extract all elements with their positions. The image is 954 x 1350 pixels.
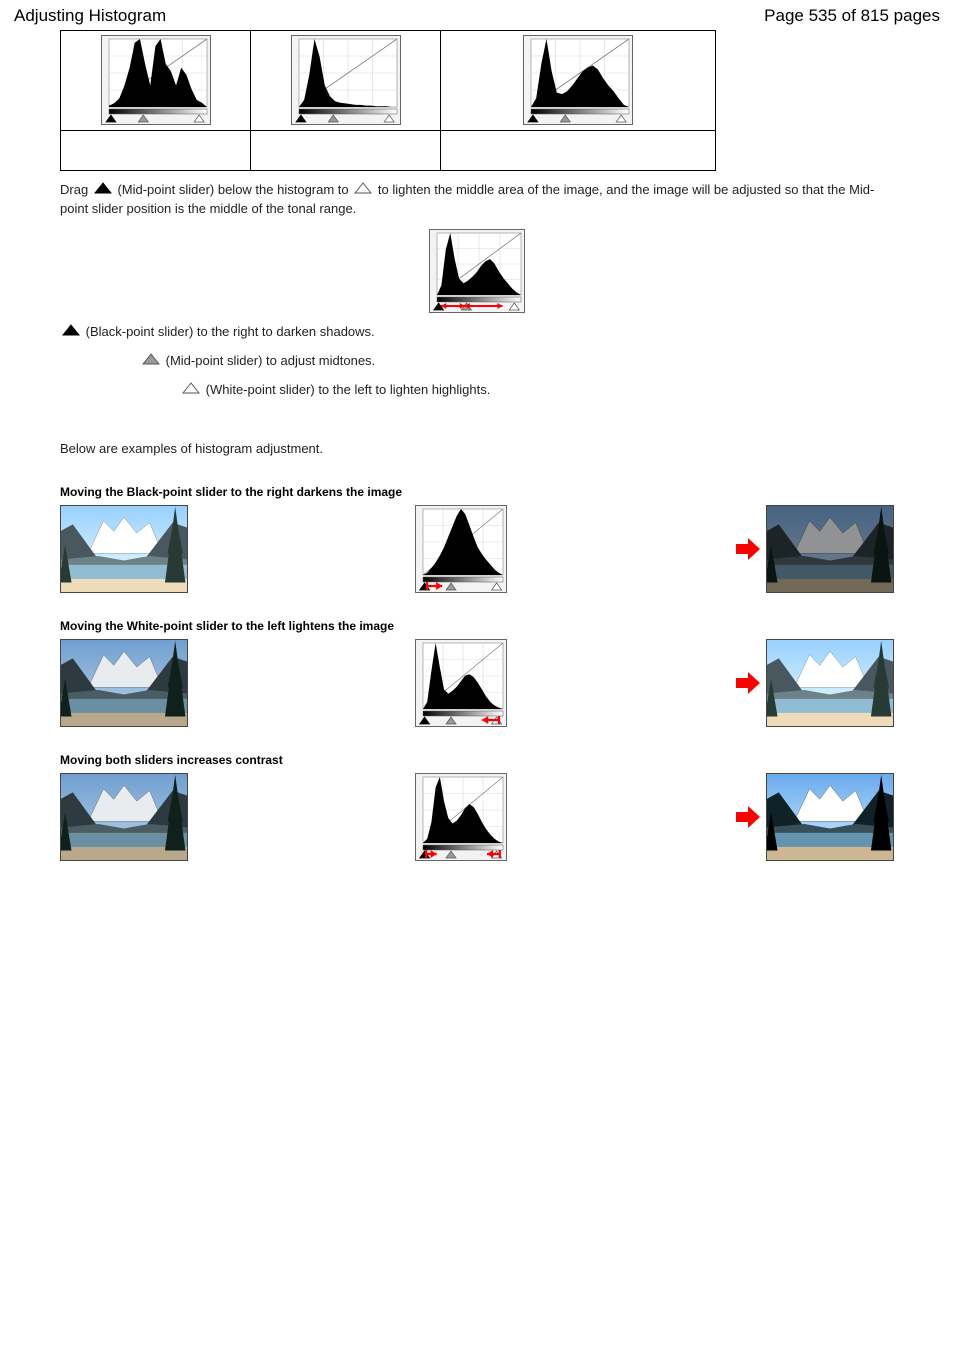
text-fragment: Drag [60, 182, 88, 197]
example-row-1 [60, 505, 894, 593]
histogram-cell-3 [441, 31, 716, 131]
example-row-2 [60, 639, 894, 727]
white-point-slider-icon [354, 181, 372, 200]
example-histogram [415, 505, 507, 593]
white-point-slider-icon [182, 381, 200, 400]
arrow-right-icon [734, 535, 762, 563]
before-image [60, 639, 188, 727]
histogram-chart [101, 35, 211, 125]
arrow-right-icon [734, 803, 762, 831]
example-title-1: Moving the Black-point slider to the rig… [60, 485, 894, 499]
examples-intro: Below are examples of histogram adjustme… [60, 440, 894, 459]
page-indicator: Page 535 of 815 pages [764, 6, 940, 26]
slider-note-gray: (Mid-point slider) to adjust midtones. [140, 352, 894, 371]
black-point-slider-icon [94, 181, 112, 200]
page-title: Adjusting Histogram [14, 6, 166, 26]
example-title-3: Moving both sliders increases contrast [60, 753, 894, 767]
histogram-chart [523, 35, 633, 125]
example-histogram [415, 773, 507, 861]
standalone-histogram-block [60, 229, 894, 313]
histogram-cell-2 [251, 31, 441, 131]
standalone-histogram [429, 229, 525, 313]
text-fragment: (Mid-point slider) to adjust midtones. [166, 353, 376, 368]
before-image [60, 773, 188, 861]
histogram-cell-1 [61, 31, 251, 131]
mid-point-slider-icon [142, 352, 160, 371]
slider-note-black: (Black-point slider) to the right to dar… [60, 323, 894, 342]
page-header: Adjusting Histogram Page 535 of 815 page… [0, 0, 954, 30]
example-row-3 [60, 773, 894, 861]
text-fragment: (Mid-point slider) below the histogram t… [117, 182, 352, 197]
histogram-caption-3 [441, 131, 716, 171]
after-image [766, 773, 894, 861]
after-image [766, 639, 894, 727]
histogram-chart [291, 35, 401, 125]
black-point-slider-icon [62, 323, 80, 342]
histogram-comparison-table [60, 30, 716, 171]
example-histogram [415, 639, 507, 727]
after-image [766, 505, 894, 593]
midtone-paragraph: Drag (Mid-point slider) below the histog… [60, 181, 894, 219]
text-fragment: (Black-point slider) to the right to dar… [86, 324, 375, 339]
histogram-caption-2 [251, 131, 441, 171]
before-image [60, 505, 188, 593]
text-fragment: (White-point slider) to the left to ligh… [206, 382, 491, 397]
arrow-right-icon [734, 669, 762, 697]
histogram-caption-1 [61, 131, 251, 171]
slider-note-white: (White-point slider) to the left to ligh… [180, 381, 894, 400]
page-content: Drag (Mid-point slider) below the histog… [0, 30, 954, 907]
example-title-2: Moving the White-point slider to the lef… [60, 619, 894, 633]
